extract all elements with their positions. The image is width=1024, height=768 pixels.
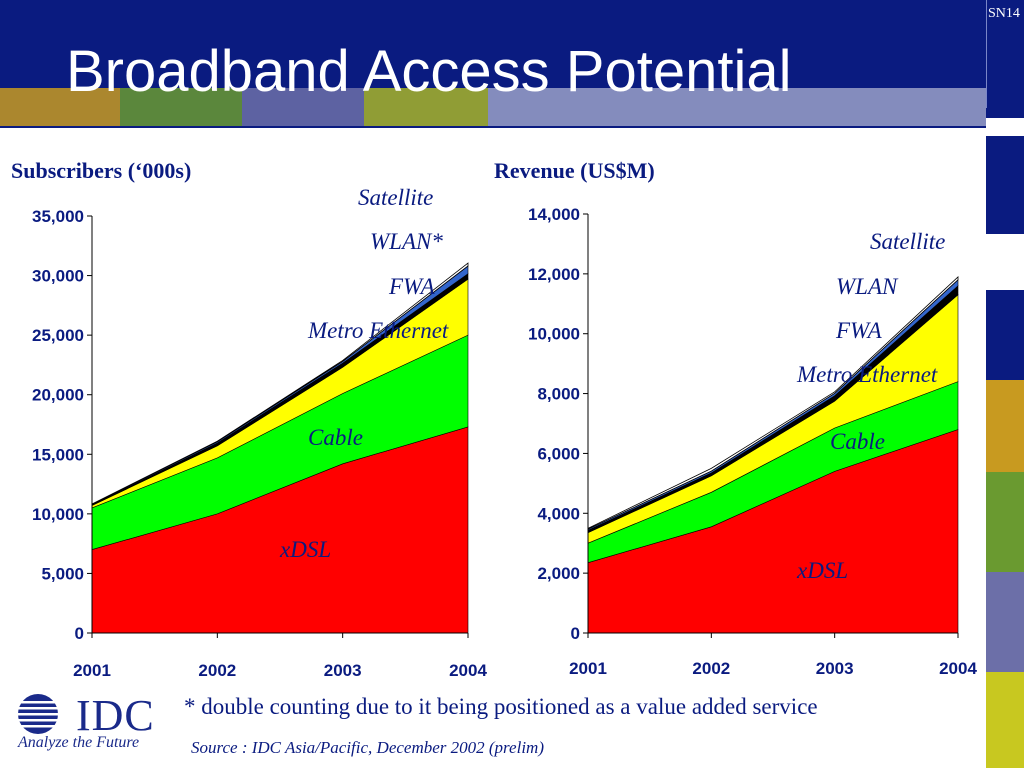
area-satellite-chart1 (91, 262, 469, 505)
globe-icon (16, 694, 60, 734)
right-decorative-strip (986, 108, 1024, 768)
slide-number-box: SN14 (986, 0, 1024, 108)
area-satellite-chart2 (587, 275, 959, 530)
y-tick-label-chart1: 0 (75, 624, 84, 643)
y-tick-label-chart1: 35,000 (32, 207, 84, 226)
footnote: * double counting due to it being positi… (184, 694, 818, 719)
legend-label-chart2: WLAN (836, 274, 899, 299)
legend-label-chart2: xDSL (796, 558, 848, 583)
y-tick-label-chart1: 30,000 (32, 267, 84, 286)
y-tick-label-chart1: 15,000 (32, 445, 84, 464)
y-tick-label-chart2: 12,000 (528, 265, 580, 284)
x-tick-label-chart2: 2003 (816, 659, 854, 678)
logo-text: IDC (76, 691, 155, 740)
logo-tagline: Analyze the Future (18, 734, 140, 751)
x-tick-label-chart2: 2004 (939, 659, 977, 678)
decorative-strip (0, 88, 986, 126)
y-tick-label-chart1: 10,000 (32, 505, 84, 524)
legend-label-chart1: WLAN* (370, 229, 443, 254)
legend-label-chart1: FWA (388, 274, 436, 299)
legend-label-chart1: Satellite (358, 185, 433, 210)
legend-label-chart2: Satellite (870, 229, 945, 254)
legend-label-chart1: Metro Ethernet (307, 318, 449, 343)
y-tick-label-chart1: 20,000 (32, 386, 84, 405)
x-tick-label-chart1: 2002 (198, 661, 236, 680)
x-tick-label-chart1: 2003 (324, 661, 362, 680)
x-tick-label-chart1: 2004 (449, 661, 487, 680)
x-tick-label-chart2: 2001 (569, 659, 607, 678)
slide-number: SN14 (988, 6, 1020, 21)
legend-label-chart1: xDSL (279, 537, 331, 562)
page-title: Broadband Access Potential (66, 39, 792, 104)
y-tick-label-chart2: 8,000 (537, 385, 580, 404)
legend-label-chart2: FWA (835, 318, 883, 343)
legend-label-chart2: Metro Ethernet (796, 362, 938, 387)
y-tick-label-chart2: 14,000 (528, 205, 580, 224)
y-tick-label-chart2: 2,000 (537, 564, 580, 583)
y-tick-label-chart2: 10,000 (528, 325, 580, 344)
idc-logo: IDC Analyze the Future (16, 690, 166, 756)
y-tick-label-chart2: 4,000 (537, 504, 580, 523)
legend-label-chart1: Cable (308, 425, 363, 450)
chart-title-revenue: Revenue (US$M) (494, 158, 655, 183)
chart-title-subscribers: Subscribers (‘000s) (11, 158, 192, 183)
legend-label-chart2: Cable (830, 429, 885, 454)
y-tick-label-chart1: 5,000 (41, 564, 84, 583)
source-note: Source : IDC Asia/Pacific, December 2002… (191, 738, 544, 757)
y-tick-label-chart2: 6,000 (537, 444, 580, 463)
x-tick-label-chart2: 2002 (692, 659, 730, 678)
y-tick-label-chart2: 0 (571, 624, 580, 643)
charts-canvas: 0 5,000 10,000 15,000 20,000 25,000 30,000 35,0… (32, 185, 977, 680)
y-tick-label-chart1: 25,000 (32, 326, 84, 345)
x-tick-label-chart1: 2001 (73, 661, 111, 680)
